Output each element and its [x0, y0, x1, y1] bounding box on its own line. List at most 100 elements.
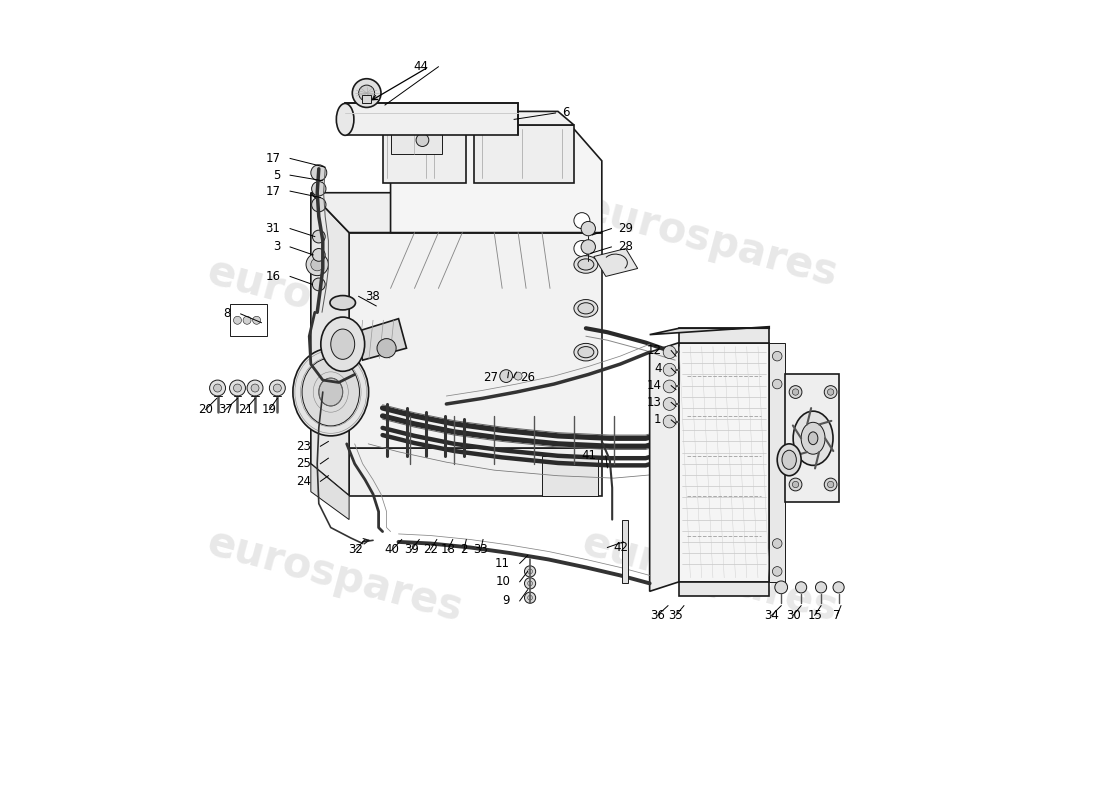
Text: 11: 11	[495, 557, 510, 570]
Text: 30: 30	[785, 609, 801, 622]
Polygon shape	[349, 448, 602, 496]
Polygon shape	[311, 193, 349, 496]
Ellipse shape	[302, 358, 360, 426]
Circle shape	[251, 384, 258, 392]
Circle shape	[416, 134, 429, 146]
Ellipse shape	[793, 411, 833, 466]
Text: 14: 14	[647, 379, 661, 392]
Circle shape	[772, 379, 782, 389]
Circle shape	[525, 566, 536, 577]
Text: 41: 41	[581, 450, 596, 462]
Polygon shape	[390, 127, 442, 154]
Text: 40: 40	[385, 543, 399, 556]
Circle shape	[253, 316, 261, 324]
Circle shape	[824, 478, 837, 491]
Circle shape	[248, 380, 263, 396]
Ellipse shape	[330, 295, 355, 310]
Polygon shape	[542, 456, 597, 496]
Circle shape	[312, 249, 326, 262]
Circle shape	[312, 230, 326, 243]
Text: 16: 16	[265, 270, 280, 283]
Polygon shape	[466, 111, 574, 125]
Polygon shape	[311, 193, 602, 233]
Text: eurospares: eurospares	[578, 186, 842, 295]
Circle shape	[352, 78, 381, 107]
Text: 31: 31	[266, 222, 280, 235]
Circle shape	[525, 578, 536, 589]
Text: 35: 35	[669, 609, 683, 622]
Polygon shape	[345, 103, 518, 135]
Ellipse shape	[808, 432, 818, 445]
Circle shape	[792, 389, 799, 395]
Polygon shape	[311, 464, 349, 519]
Text: 9: 9	[503, 594, 510, 607]
Polygon shape	[366, 111, 466, 125]
Circle shape	[774, 581, 788, 594]
Text: 28: 28	[618, 241, 632, 254]
Polygon shape	[594, 249, 638, 277]
Text: 7: 7	[834, 609, 840, 622]
Text: eurospares: eurospares	[202, 250, 468, 358]
Text: 25: 25	[296, 458, 311, 470]
Circle shape	[833, 582, 844, 593]
Polygon shape	[390, 129, 602, 233]
Circle shape	[663, 398, 676, 410]
Text: 1: 1	[654, 414, 661, 426]
Ellipse shape	[574, 343, 597, 361]
Circle shape	[815, 582, 826, 593]
Ellipse shape	[578, 302, 594, 314]
Text: 19: 19	[262, 403, 277, 416]
Text: 44: 44	[414, 60, 429, 74]
Circle shape	[772, 351, 782, 361]
Text: 4: 4	[654, 362, 661, 374]
Ellipse shape	[321, 317, 364, 371]
Circle shape	[311, 258, 323, 271]
Text: 6: 6	[562, 106, 570, 119]
Circle shape	[312, 278, 326, 290]
Circle shape	[233, 384, 242, 392]
Text: 24: 24	[296, 475, 311, 488]
Circle shape	[359, 85, 375, 101]
Ellipse shape	[778, 444, 801, 476]
Circle shape	[827, 389, 834, 395]
Circle shape	[663, 415, 676, 428]
Polygon shape	[650, 342, 679, 591]
Text: 20: 20	[198, 403, 213, 416]
Circle shape	[233, 316, 242, 324]
Polygon shape	[621, 519, 628, 583]
Polygon shape	[349, 233, 602, 448]
Circle shape	[514, 372, 522, 380]
Text: 22: 22	[422, 543, 438, 556]
Text: 29: 29	[618, 222, 632, 235]
Text: 27: 27	[483, 371, 498, 384]
Circle shape	[792, 482, 799, 488]
Text: 23: 23	[296, 440, 311, 453]
Polygon shape	[785, 374, 838, 502]
Circle shape	[574, 213, 590, 229]
Circle shape	[581, 222, 595, 236]
Circle shape	[528, 569, 532, 574]
Ellipse shape	[574, 299, 597, 317]
Ellipse shape	[319, 378, 343, 406]
Circle shape	[230, 380, 245, 396]
Text: 38: 38	[365, 290, 380, 303]
Circle shape	[210, 380, 225, 396]
Polygon shape	[679, 328, 769, 342]
Circle shape	[663, 363, 676, 376]
Circle shape	[795, 582, 806, 593]
Circle shape	[270, 380, 285, 396]
Circle shape	[663, 380, 676, 393]
Text: eurospares: eurospares	[202, 521, 468, 630]
Ellipse shape	[337, 103, 354, 135]
Circle shape	[574, 241, 590, 257]
Circle shape	[772, 538, 782, 548]
Circle shape	[243, 316, 251, 324]
Text: 5: 5	[273, 169, 280, 182]
Text: 15: 15	[807, 609, 822, 622]
Text: 17: 17	[265, 152, 280, 165]
Circle shape	[306, 254, 329, 276]
Text: 32: 32	[348, 543, 363, 556]
Text: 26: 26	[519, 371, 535, 384]
Text: 18: 18	[440, 543, 455, 556]
Circle shape	[827, 482, 834, 488]
